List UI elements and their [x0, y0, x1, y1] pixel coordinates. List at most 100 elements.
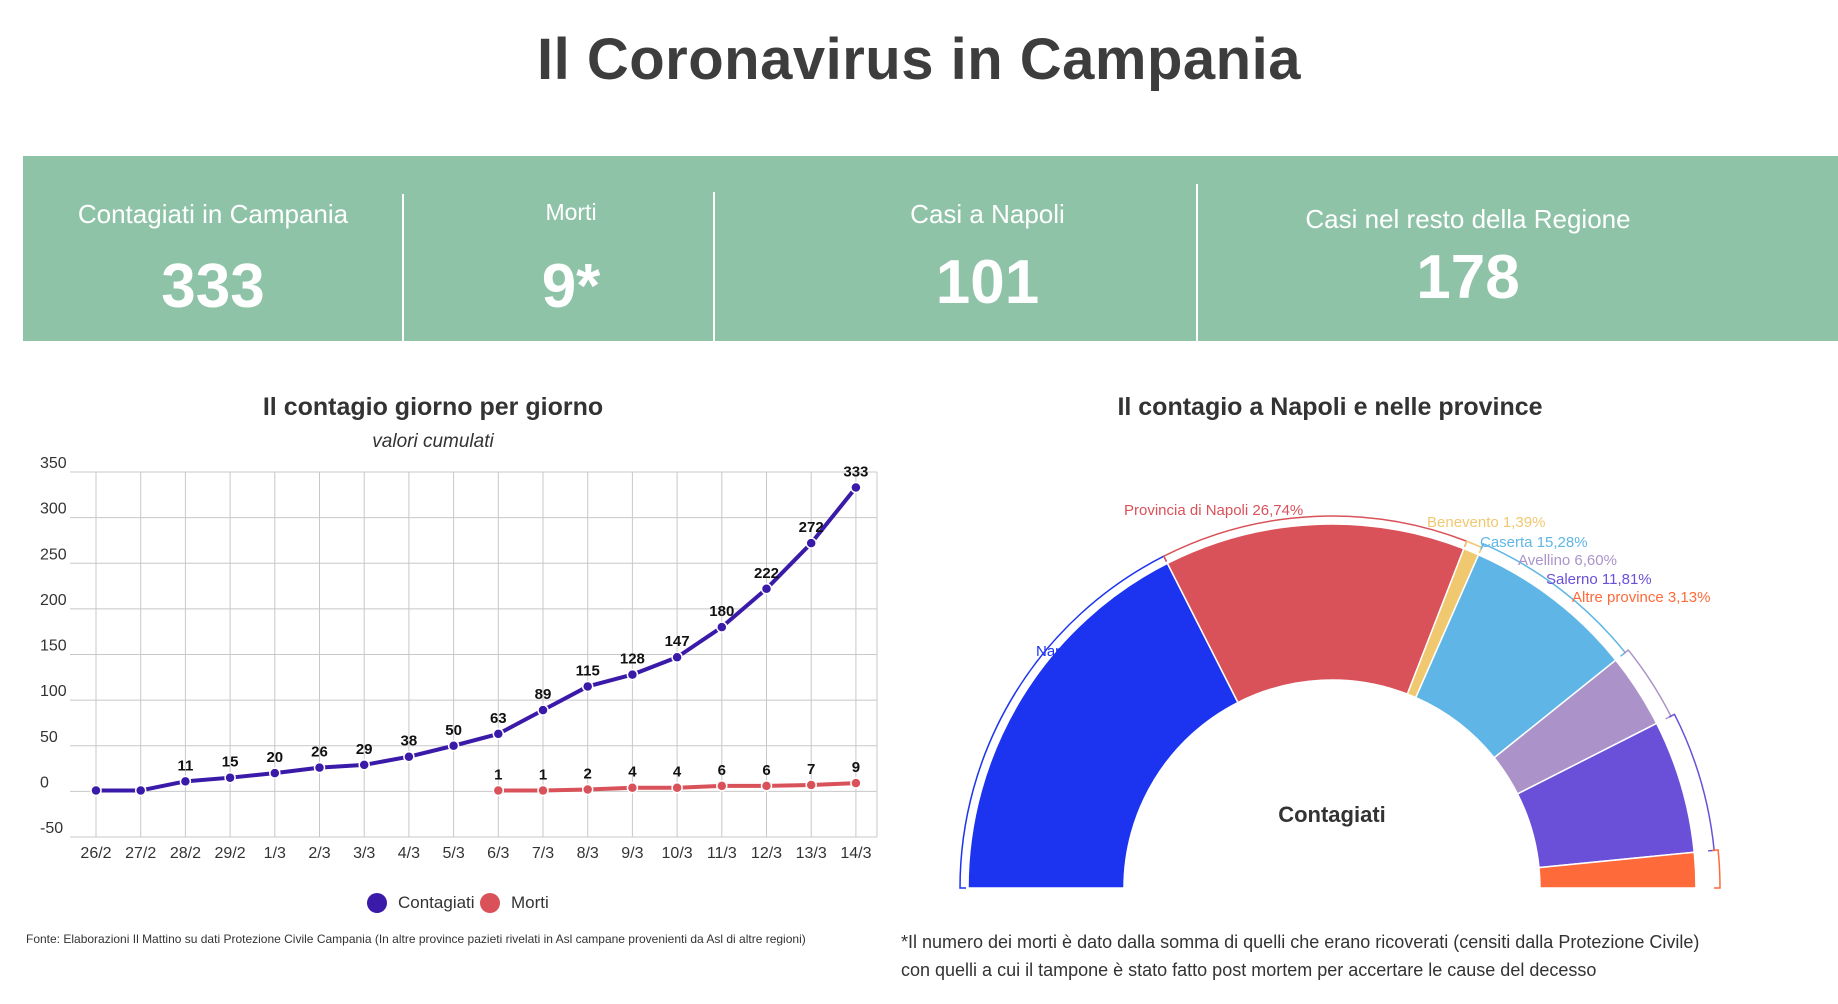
- data-label: 128: [620, 651, 645, 668]
- slice-label: Salerno 11,81%: [1546, 571, 1652, 588]
- legend-item-morti: Morti: [480, 888, 549, 918]
- data-label: 15: [222, 754, 239, 771]
- data-label: 147: [665, 633, 690, 650]
- data-label: 20: [266, 749, 283, 766]
- data-label: 6: [762, 762, 770, 779]
- data-point: [805, 537, 817, 549]
- y-tick-label: 0: [40, 774, 49, 791]
- stat-label: Contagiati in Campania: [77, 199, 349, 229]
- legend-label: Morti: [511, 893, 549, 912]
- series-line-contagiati: [96, 486, 858, 793]
- data-point: [671, 781, 683, 794]
- donut-center-label: Contagiati: [1278, 802, 1386, 827]
- data-point: [581, 783, 594, 796]
- donut-chart-title: Il contagio a Napoli e nelle province: [1117, 393, 1543, 421]
- data-label: 63: [490, 710, 507, 727]
- legend-swatch: [480, 893, 500, 913]
- data-label: 11: [177, 757, 193, 774]
- data-label: 4: [673, 764, 682, 781]
- slice-label: Caserta 15,28%: [1480, 534, 1588, 551]
- data-label: 180: [709, 603, 734, 620]
- chart-legend: Contagiati Morti: [360, 888, 660, 918]
- data-point: [581, 680, 594, 693]
- x-tick-label: 2/3: [308, 845, 330, 862]
- stat-value: 101: [935, 248, 1040, 317]
- data-point: [403, 750, 415, 763]
- stat-morti: Morti 9*: [404, 156, 738, 341]
- data-point: [716, 780, 728, 792]
- page-title: Il Coronavirus in Campania: [537, 27, 1301, 92]
- donut-slice: [1166, 523, 1465, 704]
- data-point: [447, 740, 460, 752]
- stat-label: Morti: [545, 199, 597, 225]
- y-tick-label: 200: [40, 592, 67, 609]
- data-point: [134, 784, 147, 797]
- data-point: [716, 621, 728, 633]
- x-tick-label: 26/2: [80, 845, 111, 862]
- data-label: 89: [535, 686, 552, 703]
- x-tick-label: 12/3: [751, 845, 782, 862]
- y-tick-label: 250: [40, 546, 67, 563]
- slice-bracket: [1668, 713, 1715, 852]
- data-point: [760, 780, 773, 792]
- stat-label: Casi a Napoli: [910, 199, 1065, 229]
- data-point: [805, 779, 817, 791]
- y-tick-label: 100: [40, 683, 67, 700]
- data-point: [537, 784, 549, 797]
- stat-label: Casi nel resto della Regione: [1305, 204, 1631, 234]
- data-label: 1: [494, 766, 502, 783]
- x-tick-label: 1/3: [264, 845, 286, 862]
- stat-divider: [713, 192, 715, 341]
- data-point: [313, 761, 326, 774]
- data-point: [90, 784, 102, 797]
- data-label: 9: [852, 759, 860, 776]
- x-tick-label: 8/3: [577, 845, 599, 862]
- data-point: [269, 767, 281, 779]
- data-point: [358, 759, 370, 771]
- slice-label: Altre province 3,13%: [1572, 589, 1710, 606]
- x-tick-label: 7/3: [532, 845, 554, 862]
- x-tick-label: 14/3: [840, 845, 871, 862]
- stats-band: Contagiati in Campania 333 Morti 9* Casi…: [23, 156, 1838, 341]
- data-label: 222: [754, 565, 779, 582]
- x-tick-label: 6/3: [487, 845, 509, 862]
- x-tick-label: 10/3: [662, 845, 693, 862]
- stat-divider: [1196, 184, 1198, 341]
- slice-bracket: [1480, 542, 1627, 657]
- stat-casi-napoli: Casi a Napoli 101: [715, 156, 1260, 341]
- data-label: 333: [843, 464, 868, 481]
- y-tick-label: 300: [40, 501, 67, 518]
- data-label: 272: [799, 519, 824, 536]
- x-tick-label: 27/2: [125, 845, 156, 862]
- data-label: 1: [539, 766, 547, 783]
- slice-label: Provincia di Napoli 26,74%: [1124, 502, 1303, 519]
- x-tick-label: 4/3: [398, 845, 420, 862]
- half-donut-chart: Napoli 35,07% Provincia di Napoli 26,74% B…: [959, 502, 1721, 889]
- data-label: 38: [401, 733, 418, 750]
- legend-label: Contagiati: [398, 893, 475, 912]
- data-point: [850, 777, 862, 789]
- x-tick-label: 13/3: [796, 845, 827, 862]
- stat-value: 178: [1416, 243, 1520, 312]
- data-point: [179, 775, 192, 788]
- slice-bracket: [1162, 515, 1468, 562]
- data-point: [224, 771, 236, 784]
- x-tick-label: 29/2: [215, 845, 246, 862]
- data-point: [850, 481, 862, 494]
- slice-bracket: [959, 555, 1168, 889]
- y-tick-label: 350: [40, 455, 67, 472]
- data-label: 29: [356, 741, 373, 758]
- data-label: 26: [311, 744, 328, 761]
- data-label: 2: [584, 766, 592, 783]
- x-tick-label: 9/3: [621, 845, 643, 862]
- x-tick-label: 28/2: [170, 845, 201, 862]
- data-label: 115: [576, 662, 600, 679]
- footnote: *Il numero dei morti è dato dalla somma …: [901, 932, 1700, 980]
- legend-item-contagiati: Contagiati: [367, 888, 475, 918]
- stat-divider: [402, 194, 404, 341]
- y-tick-label: 150: [40, 638, 67, 655]
- data-label: 4: [628, 764, 637, 781]
- data-point: [492, 728, 505, 740]
- legend-swatch: [367, 893, 387, 913]
